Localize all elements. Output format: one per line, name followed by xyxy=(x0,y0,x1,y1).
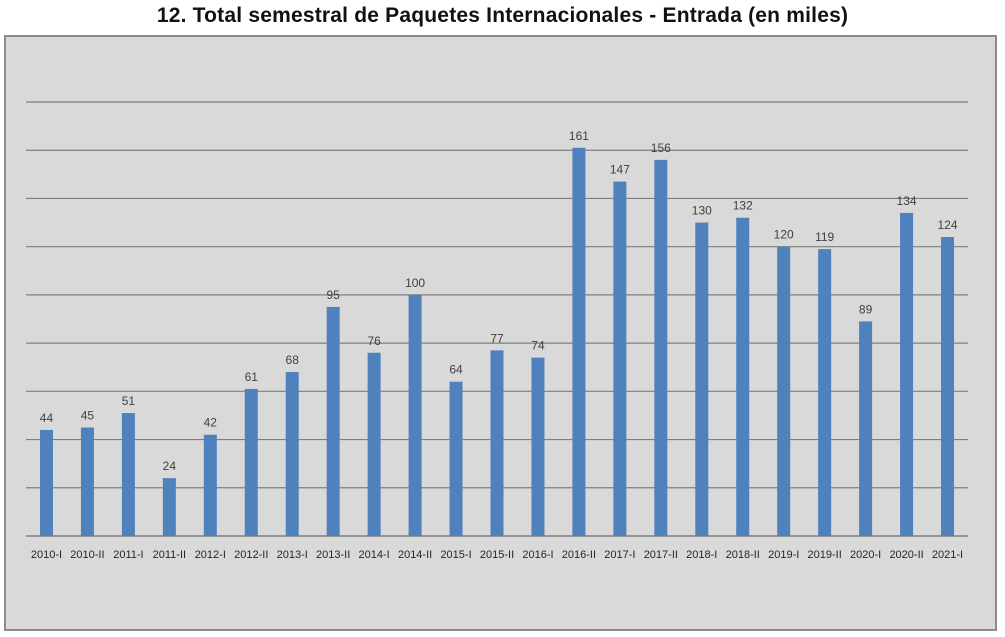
data-label: 61 xyxy=(245,370,259,384)
data-label: 124 xyxy=(938,218,958,232)
bar-2016-II xyxy=(572,147,586,537)
x-tick-label: 2019-II xyxy=(808,549,842,561)
bar-2014-II xyxy=(408,294,422,536)
x-tick-label: 2012-I xyxy=(195,549,226,561)
bar-2018-II xyxy=(736,217,750,536)
x-tick-label: 2013-II xyxy=(316,549,350,561)
bar-2017-II xyxy=(654,159,668,536)
data-label: 51 xyxy=(122,394,136,408)
data-label: 44 xyxy=(40,411,54,425)
bar-2012-I xyxy=(203,434,217,536)
bar-2019-II xyxy=(818,249,832,537)
x-tick-label: 2011-I xyxy=(113,549,143,561)
data-label: 119 xyxy=(815,230,834,244)
x-tick-label: 2015-II xyxy=(480,549,514,561)
data-label: 42 xyxy=(204,416,218,430)
x-tick-label: 2016-I xyxy=(522,549,553,561)
bar-2017-I xyxy=(613,181,627,537)
bar-2019-I xyxy=(777,246,791,536)
bar-2013-I xyxy=(285,372,299,536)
x-tick-label: 2020-I xyxy=(850,549,881,561)
x-tick-label: 2014-I xyxy=(359,549,390,561)
data-label: 76 xyxy=(367,334,381,348)
x-tick-label: 2014-II xyxy=(398,549,432,561)
data-label: 89 xyxy=(859,302,873,316)
data-label: 74 xyxy=(531,339,545,353)
bar-2020-II xyxy=(900,212,914,536)
bar-2016-I xyxy=(531,357,545,536)
x-tick-label: 2018-I xyxy=(686,549,717,561)
x-tick-label: 2015-I xyxy=(440,549,471,561)
x-tick-label: 2010-II xyxy=(70,549,104,561)
bar-2014-I xyxy=(367,352,381,536)
bar-2010-II xyxy=(80,427,94,536)
x-tick-label: 2018-II xyxy=(726,549,760,561)
data-label: 95 xyxy=(326,288,340,302)
bar-2021-I xyxy=(941,237,955,536)
x-tick-label: 2017-I xyxy=(604,549,635,561)
x-tick-label: 2012-II xyxy=(234,549,268,561)
data-label: 77 xyxy=(490,331,504,345)
x-tick-label: 2021-I xyxy=(932,549,963,561)
x-tick-label: 2011-II xyxy=(153,549,186,561)
x-tick-label: 2020-II xyxy=(889,549,923,561)
data-label: 161 xyxy=(569,129,589,143)
bar-2010-I xyxy=(39,429,53,536)
x-tick-label: 2010-I xyxy=(31,549,62,561)
chart-title: 12. Total semestral de Paquetes Internac… xyxy=(156,4,849,27)
data-label: 100 xyxy=(405,276,425,290)
bar-2015-I xyxy=(449,381,463,536)
data-label: 134 xyxy=(897,194,917,208)
bar-2015-II xyxy=(490,350,504,536)
bar-2011-II xyxy=(162,478,176,536)
x-tick-label: 2017-II xyxy=(644,549,678,561)
bar-2020-I xyxy=(859,321,873,536)
bar-2018-I xyxy=(695,222,709,537)
data-label: 130 xyxy=(692,204,712,218)
data-label: 120 xyxy=(774,228,794,242)
data-label: 45 xyxy=(81,409,95,423)
bar-2011-I xyxy=(121,413,135,536)
data-label: 68 xyxy=(286,353,300,367)
data-label: 24 xyxy=(163,459,177,473)
data-label: 147 xyxy=(610,163,630,177)
data-label: 64 xyxy=(449,363,463,377)
data-label: 156 xyxy=(651,141,671,155)
x-tick-label: 2019-I xyxy=(768,549,799,561)
x-tick-label: 2016-II xyxy=(562,549,596,561)
x-tick-label: 2013-I xyxy=(277,549,308,561)
data-label: 132 xyxy=(733,199,753,213)
bar-2012-II xyxy=(244,388,258,536)
bar-2013-II xyxy=(326,306,340,536)
